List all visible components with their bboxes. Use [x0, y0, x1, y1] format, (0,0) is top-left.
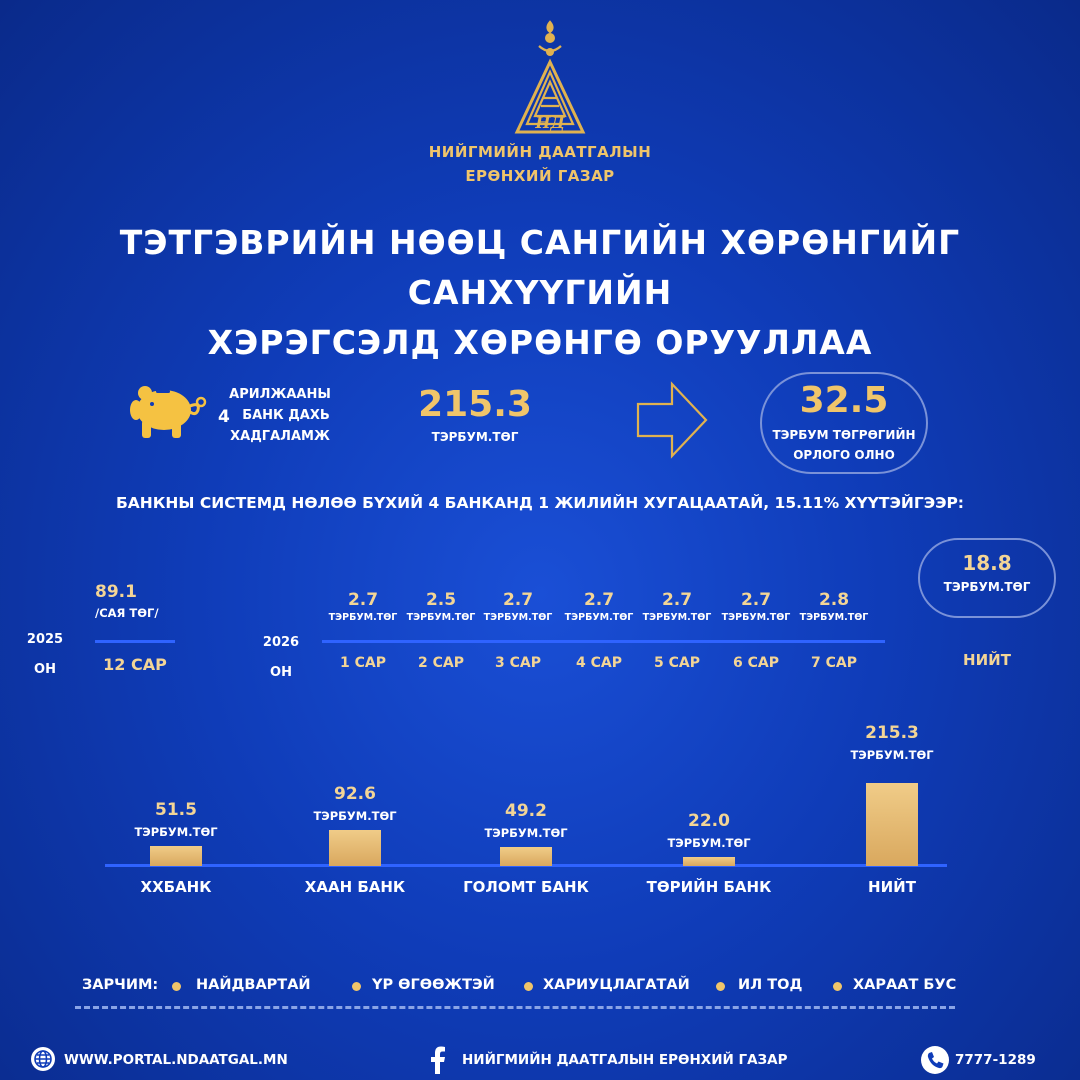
principle-item: ХАРИУЦЛАГАТАЙ — [543, 977, 690, 993]
chart-unit-label: ТЭРБУМ.ТӨГ — [484, 825, 568, 840]
chart-bar — [500, 846, 552, 866]
schedule-2026-value: 2.7 — [740, 590, 772, 610]
schedule-2025-month: 12 САР — [103, 655, 167, 674]
schedule-2026-value: 2.8 — [818, 590, 850, 610]
principle-item: ИЛ ТОД — [738, 977, 803, 993]
year-2026: 2026 — [262, 635, 300, 650]
year-2025: 2025 — [26, 632, 64, 647]
principle-item: НАЙДВАРТАЙ — [196, 977, 311, 993]
chart-unit-label: ТЭРБУМ.ТӨГ — [850, 747, 934, 762]
facebook-icon[interactable] — [428, 1046, 446, 1074]
income-line1: ТЭРБУМ ТӨГРӨГИЙН — [772, 428, 916, 442]
org-name-line2: ЕРӨНХИЙ ГАЗАР — [465, 167, 615, 185]
deposit-value: 215.3 — [418, 384, 532, 425]
schedule-2026-month: 5 САР — [654, 655, 700, 671]
schedule-2026-unit: ТЭРБУМ.ТӨГ — [564, 612, 634, 623]
schedule-2026-unit: ТЭРБУМ.ТӨГ — [721, 612, 791, 623]
phone-icon — [921, 1046, 949, 1074]
schedule-2026-unit: ТЭРБУМ.ТӨГ — [642, 612, 712, 623]
schedule-2025-value: 89.1 — [95, 582, 137, 602]
page-title: ТЭТГЭВРИЙН НӨӨЦ САНГИЙН ХӨРӨНГИЙГ САНХҮҮ… — [40, 218, 1040, 368]
schedule-total-unit: ТЭРБУМ.ТӨГ — [943, 580, 1031, 594]
subtitle: БАНКНЫ СИСТЕМД НӨЛӨӨ БҮХИЙ 4 БАНКАНД 1 Ж… — [115, 494, 965, 512]
year-2025-label: 2025 ОН — [20, 625, 70, 685]
schedule-2025-line — [95, 640, 175, 643]
footer-phone[interactable]: 7777-1289 — [955, 1052, 1036, 1068]
schedule-2026-month: 2 САР — [418, 655, 464, 671]
svg-text:НД: НД — [534, 113, 565, 132]
schedule-2026-month: 3 САР — [495, 655, 541, 671]
deposit-description: АРИЛЖААНЫ БАНК ДАХЬ ХАДГАЛАМЖ — [215, 384, 345, 447]
income-description: ТЭРБУМ ТӨГРӨГИЙН ОРЛОГО ОЛНО — [760, 425, 928, 465]
year-2026-label: 2026 ОН — [256, 628, 306, 688]
footer-facebook[interactable]: НИЙГМИЙН ДААТГАЛЫН ЕРӨНХИЙ ГАЗАР — [462, 1052, 788, 1068]
page-title-line2: ХЭРЭГСЭЛД ХӨРӨНГӨ ОРУУЛЛАА — [207, 323, 873, 362]
deposit-line2: БАНК ДАХЬ — [242, 408, 330, 423]
schedule-2026-line — [322, 640, 885, 643]
chart-value-label: 215.3 — [865, 722, 919, 743]
chart-category-label: ГОЛОМТ БАНК — [463, 878, 589, 896]
principle-bullet-icon — [172, 982, 181, 991]
principle-item: ҮР ӨГӨӨЖТЭЙ — [372, 977, 495, 993]
principle-bullet-icon — [352, 982, 361, 991]
income-value: 32.5 — [799, 380, 889, 421]
page-title-line1: ТЭТГЭВРИЙН НӨӨЦ САНГИЙН ХӨРӨНГИЙГ САНХҮҮ… — [119, 223, 961, 312]
chart-category-label: ТӨРИЙН БАНК — [646, 878, 772, 896]
schedule-2026-value: 2.7 — [583, 590, 615, 610]
schedule-2025-unit: /САЯ ТӨГ/ — [95, 606, 159, 620]
chart-category-label: ХААН БАНК — [304, 878, 406, 896]
schedule-2026-value: 2.7 — [502, 590, 534, 610]
chart-category-label: НИЙТ — [868, 878, 916, 896]
schedule-2026-month: 4 САР — [576, 655, 622, 671]
chart-bar — [329, 830, 381, 866]
principle-item: ХАРААТ БУС — [853, 977, 957, 993]
chart-bar — [683, 857, 735, 866]
chart-value-label: 51.5 — [155, 800, 197, 821]
schedule-total-box — [918, 538, 1056, 618]
principle-bullet-icon — [833, 982, 842, 991]
year-2026-suffix: ОН — [270, 665, 292, 680]
principles-label: ЗАРЧИМ: — [82, 977, 159, 993]
schedule-2026-unit: ТЭРБУМ.ТӨГ — [328, 612, 398, 623]
principle-bullet-icon — [716, 982, 725, 991]
schedule-2026-month: 1 САР — [340, 655, 386, 671]
chart-value-label: 22.0 — [688, 811, 730, 832]
chart-bar — [866, 782, 918, 866]
chart-unit-label: ТЭРБУМ.ТӨГ — [667, 836, 751, 851]
chart-unit-label: ТЭРБУМ.ТӨГ — [134, 825, 218, 840]
schedule-total-value: 18.8 — [962, 551, 1012, 575]
logo-emblem: НД — [514, 20, 586, 134]
deposit-bank-count: 4 — [218, 407, 230, 427]
schedule-2026-value: 2.7 — [661, 590, 693, 610]
income-line2: ОРЛОГО ОЛНО — [793, 448, 895, 462]
schedule-2026-value: 2.7 — [347, 590, 379, 610]
chart-value-label: 49.2 — [505, 800, 547, 821]
org-name-line1: НИЙГМИЙН ДААТГАЛЫН — [428, 143, 652, 161]
deposit-unit: ТЭРБУМ.ТӨГ — [431, 430, 519, 444]
principle-bullet-icon — [524, 982, 533, 991]
piggy-bank-icon — [130, 386, 207, 438]
schedule-2026-unit: ТЭРБУМ.ТӨГ — [483, 612, 553, 623]
chart-category-label: ХХБАНК — [140, 878, 212, 896]
org-name: НИЙГМИЙН ДААТГАЛЫН ЕРӨНХИЙ ГАЗАР — [400, 140, 680, 188]
chart-value-label: 92.6 — [334, 784, 376, 805]
deposit-line1: АРИЛЖААНЫ — [229, 387, 331, 402]
chart-unit-label: ТЭРБУМ.ТӨГ — [313, 809, 397, 824]
arrow-right-icon — [636, 381, 708, 459]
chart-bar — [150, 846, 202, 866]
schedule-2026-month: 6 САР — [733, 655, 779, 671]
schedule-total-label: НИЙТ — [963, 651, 1011, 669]
deposit-line3: ХАДГАЛАМЖ — [230, 429, 330, 444]
year-2025-suffix: ОН — [34, 662, 56, 677]
dashed-divider — [75, 1006, 955, 1009]
schedule-2026-unit: ТЭРБУМ.ТӨГ — [406, 612, 476, 623]
footer-website[interactable]: WWW.PORTAL.NDAATGAL.MN — [64, 1052, 288, 1068]
income-box — [760, 372, 928, 474]
schedule-2026-value: 2.5 — [425, 590, 457, 610]
schedule-2026-unit: ТЭРБУМ.ТӨГ — [799, 612, 869, 623]
schedule-2026-month: 7 САР — [811, 655, 857, 671]
globe-icon — [31, 1047, 55, 1071]
